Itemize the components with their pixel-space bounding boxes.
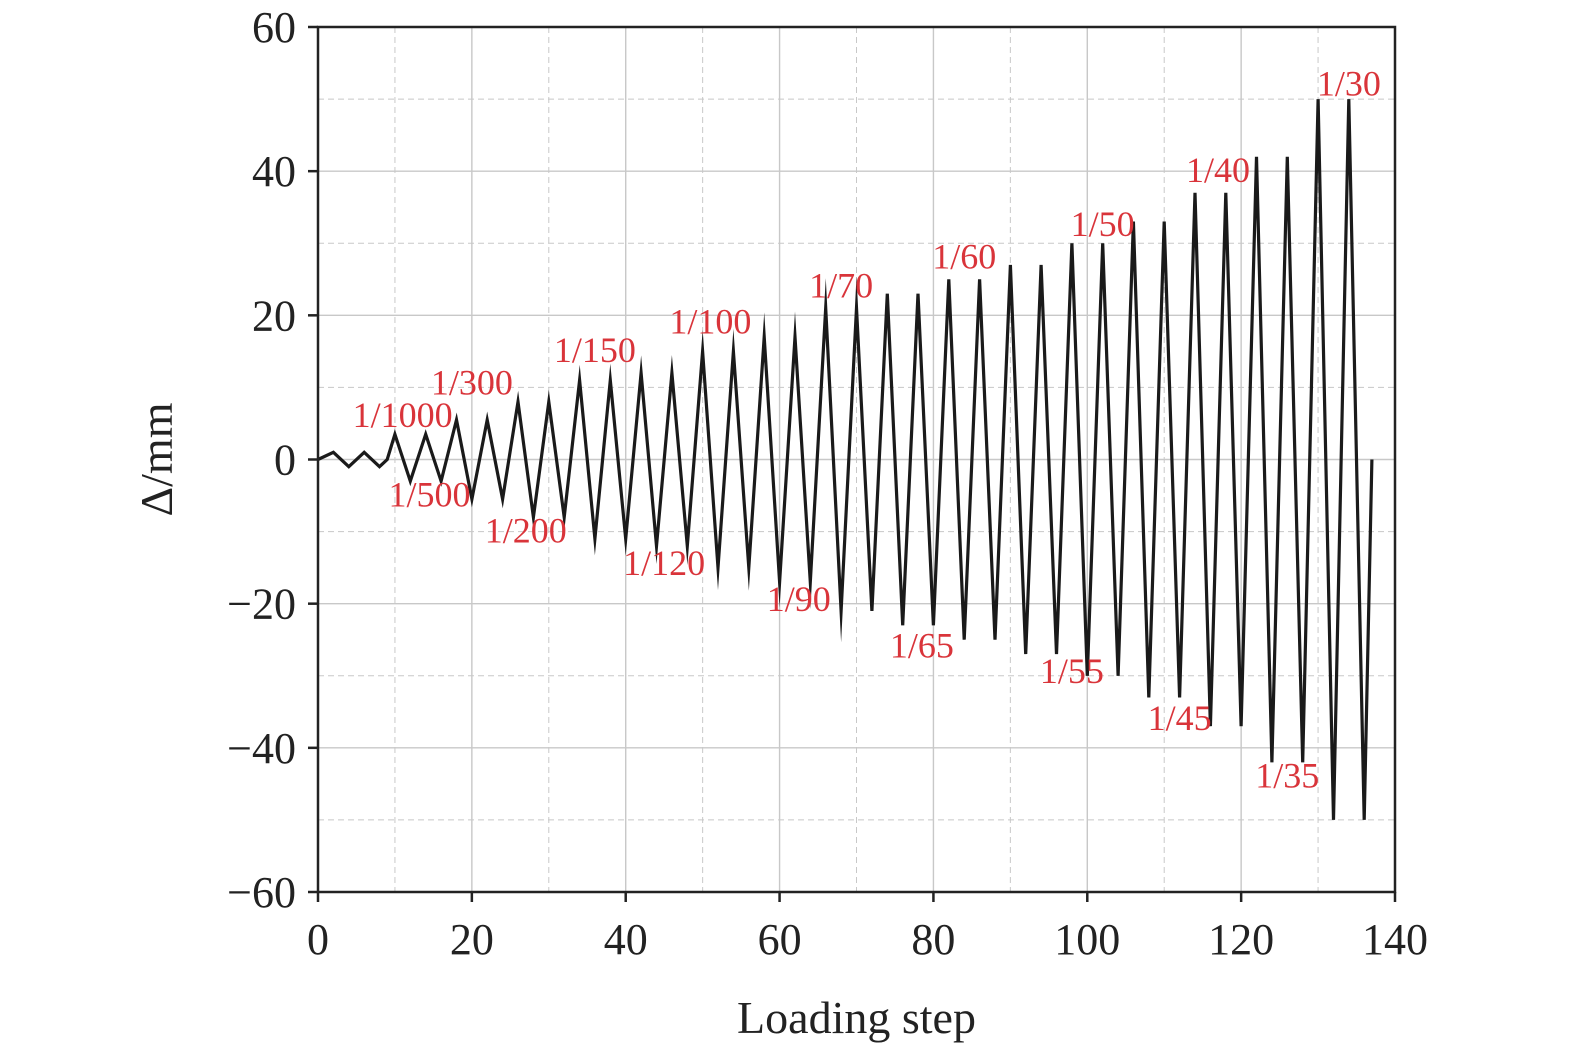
axis-ticks: 0 20 40 60 80 100 120 140 60 40 20 0 −20 −40 −60 <box>227 3 1428 964</box>
drift-label: 1/30 <box>1317 63 1381 103</box>
x-tick-label: 20 <box>450 915 494 964</box>
x-tick-label: 40 <box>604 915 648 964</box>
x-tick-label: 120 <box>1208 915 1274 964</box>
drift-label: 1/40 <box>1186 150 1250 190</box>
x-tick-label: 80 <box>911 915 955 964</box>
drift-label: 1/90 <box>767 579 831 619</box>
x-tick-label: 140 <box>1362 915 1428 964</box>
x-tick-label: 100 <box>1054 915 1120 964</box>
drift-label: 1/60 <box>932 236 996 276</box>
drift-label: 1/70 <box>809 265 873 305</box>
series-layer <box>317 99 1374 820</box>
drift-label: 1/65 <box>890 626 954 666</box>
drift-label: 1/55 <box>1040 651 1104 691</box>
series-line <box>317 99 1374 820</box>
drift-label: 1/35 <box>1255 755 1319 795</box>
drift-label: 1/120 <box>623 543 705 583</box>
drift-label: 1/300 <box>431 363 513 403</box>
drift-label: 1/50 <box>1071 204 1135 244</box>
drift-label: 1/45 <box>1148 698 1212 738</box>
y-tick-label: −20 <box>227 580 296 629</box>
drift-label: 1/500 <box>389 474 471 514</box>
x-tick-label: 0 <box>307 915 329 964</box>
y-tick-label: 40 <box>252 147 296 196</box>
drift-label: 1/150 <box>554 330 636 370</box>
x-tick-label: 60 <box>758 915 802 964</box>
y-tick-label: −60 <box>227 868 296 917</box>
y-tick-label: −40 <box>227 724 296 773</box>
y-tick-label: 0 <box>274 436 296 485</box>
y-axis-title: Δ/mm <box>131 402 182 516</box>
x-axis-title: Loading step <box>737 992 976 1043</box>
drift-label: 1/200 <box>485 510 567 550</box>
y-tick-label: 60 <box>252 3 296 52</box>
drift-ratio-annotations: 1/1000 1/500 1/300 1/200 1/150 1/120 1/100 1/90… <box>353 63 1381 795</box>
drift-label: 1/1000 <box>353 395 453 435</box>
y-tick-label: 20 <box>252 291 296 340</box>
drift-label: 1/100 <box>669 301 751 341</box>
